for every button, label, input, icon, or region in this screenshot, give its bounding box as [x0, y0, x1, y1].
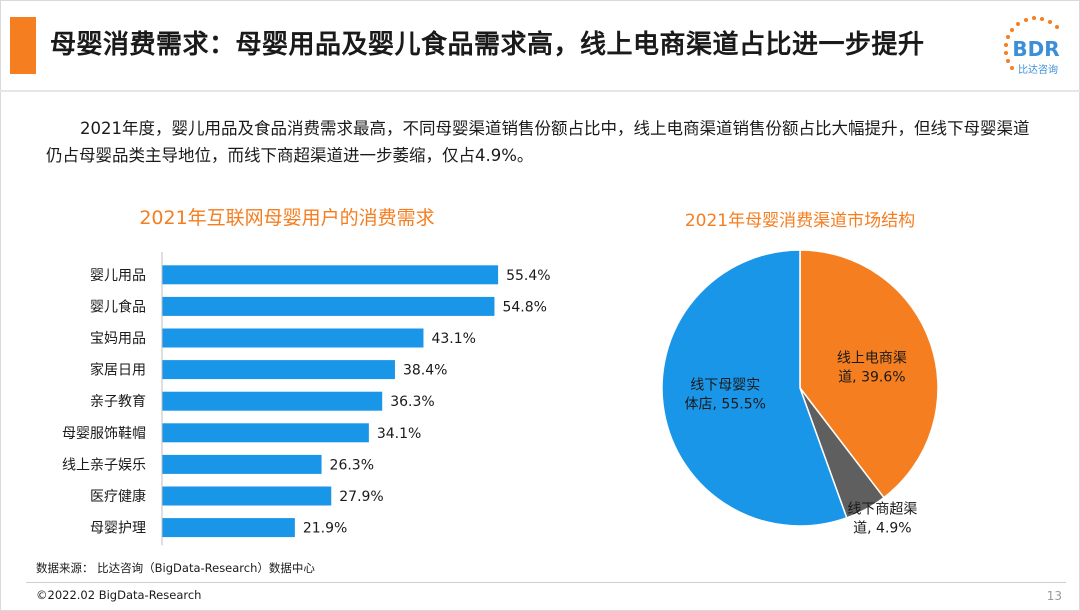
- bar-value-label: 55.4%: [506, 268, 550, 284]
- bar: [162, 328, 424, 348]
- footer-divider: [26, 582, 1066, 583]
- bar: [162, 486, 332, 506]
- page-number: 13: [1046, 589, 1062, 603]
- bar-value-label: 26.3%: [330, 457, 374, 473]
- bar-value-label: 27.9%: [339, 489, 383, 505]
- summary-paragraph: 2021年度，婴儿用品及食品消费需求最高，不同母婴渠道销售份额占比中，线上电商渠…: [46, 119, 1030, 165]
- bar-value-label: 43.1%: [431, 331, 475, 347]
- logo-text: BDR: [1012, 37, 1059, 61]
- bar: [162, 518, 295, 538]
- bar-category-label: 母婴服饰鞋帽: [62, 426, 146, 442]
- bar-chart-title: 2021年互联网母婴用户的消费需求: [139, 207, 435, 229]
- pie-slice: [799, 249, 939, 499]
- bar-category-label: 医疗健康: [90, 488, 146, 505]
- bar: [162, 423, 369, 443]
- pie-slice: [661, 249, 848, 527]
- bar-category-label: 亲子教育: [90, 394, 146, 410]
- bar: [162, 265, 499, 285]
- data-source-note: 数据来源： 比达咨询（BigData-Research）数据中心: [36, 561, 315, 575]
- pie-slice-label: 线下母婴实体店, 55.5%: [685, 377, 766, 412]
- bar-chart: 婴儿用品 55.4% 婴儿食品 54.8% 宝妈用品 43.1% 家居日用 38.4% 亲子教育…: [62, 252, 551, 546]
- bar-value-label: 54.8%: [502, 299, 546, 315]
- copyright-text: ©2022.02 BigData-Research: [36, 588, 202, 602]
- bar-value-label: 21.9%: [303, 521, 347, 537]
- pie-chart-title: 2021年母婴消费渠道市场结构: [684, 211, 916, 231]
- title-divider: [0, 90, 1080, 92]
- bar-category-label: 婴儿用品: [90, 268, 146, 284]
- bar-value-label: 38.4%: [403, 363, 447, 379]
- logo-dots-icon: [1004, 16, 1059, 70]
- bar-category-label: 家居日用: [90, 362, 146, 379]
- title-accent-bar: [10, 17, 36, 74]
- pie-chart: 线上电商渠道, 39.6% 线下商超渠道, 4.9% 线下母婴实体店, 55.5%: [661, 249, 939, 536]
- bar: [162, 296, 495, 316]
- bar-value-label: 34.1%: [377, 426, 421, 442]
- bar-value-label: 36.3%: [390, 394, 434, 410]
- bar-category-label: 线上亲子娱乐: [62, 457, 146, 473]
- bar: [162, 360, 395, 380]
- page-title: 母婴消费需求：母婴用品及婴儿食品需求高，线上电商渠道占比进一步提升: [50, 30, 925, 60]
- bar: [162, 454, 322, 474]
- bdr-logo: BDR 比达咨询: [996, 14, 1068, 82]
- bar-category-label: 母婴护理: [90, 521, 146, 537]
- pie-slice-label: 线上电商渠道, 39.6%: [837, 350, 907, 385]
- logo-subtext: 比达咨询: [1018, 63, 1058, 76]
- bar-category-label: 婴儿食品: [90, 298, 146, 315]
- bar-category-label: 宝妈用品: [90, 331, 146, 347]
- bar: [162, 391, 383, 411]
- pie-slice-label: 线下商超渠道, 4.9%: [847, 501, 917, 536]
